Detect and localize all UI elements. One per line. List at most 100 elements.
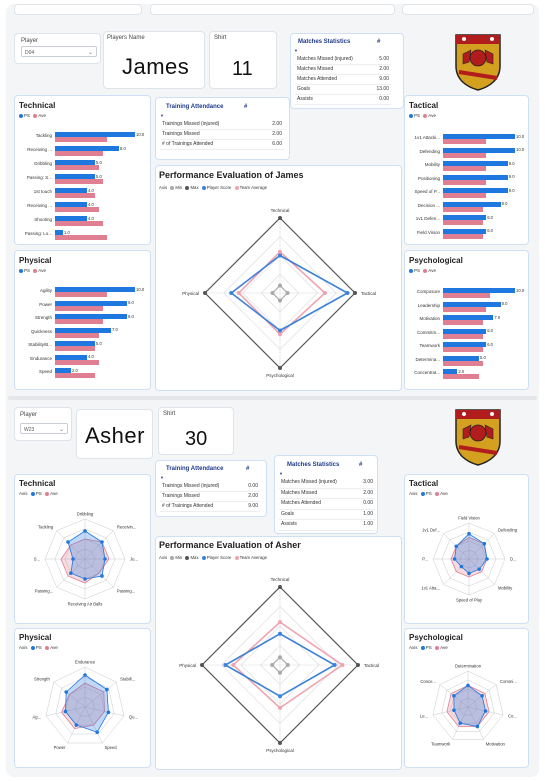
sort-arrow-icon[interactable]: ▼	[160, 475, 164, 480]
max-series-point[interactable]	[278, 366, 282, 370]
team-average-series-point[interactable]	[278, 620, 282, 625]
player-score-series-point[interactable]	[278, 328, 282, 333]
min-series-point[interactable]	[278, 670, 282, 675]
ps-bar[interactable]	[55, 354, 87, 360]
min-series-point[interactable]	[278, 298, 282, 303]
ps-bar[interactable]	[55, 174, 95, 179]
min-series-point[interactable]	[285, 663, 290, 667]
team-average-series-point[interactable]	[231, 663, 236, 667]
ps-point[interactable]	[83, 673, 87, 677]
ave-series[interactable]	[61, 682, 105, 730]
ave-bar[interactable]	[55, 221, 103, 226]
ps-point[interactable]	[105, 687, 109, 692]
ps-point[interactable]	[452, 557, 457, 561]
ave-bar[interactable]	[55, 346, 95, 351]
ave-bar[interactable]	[443, 333, 483, 339]
ave-bar[interactable]	[55, 193, 95, 198]
ps-point[interactable]	[66, 540, 70, 544]
ps-bar[interactable]	[55, 132, 135, 137]
ave-bar[interactable]	[55, 373, 95, 378]
ps-point[interactable]	[477, 567, 481, 571]
player-dropdown[interactable]: D04 ⌄	[21, 46, 97, 57]
ps-point[interactable]	[483, 709, 488, 713]
ave-bar[interactable]	[55, 292, 107, 297]
player-score-series-point[interactable]	[278, 631, 282, 636]
ps-bar[interactable]	[55, 202, 87, 207]
ps-point[interactable]	[485, 557, 489, 561]
ps-point[interactable]	[475, 724, 480, 729]
team-average-series-point[interactable]	[278, 249, 282, 254]
ps-point[interactable]	[74, 723, 79, 727]
ps-bar[interactable]	[443, 342, 487, 347]
ps-point[interactable]	[480, 693, 484, 698]
ps-bar[interactable]	[443, 315, 494, 320]
min-series-point[interactable]	[270, 291, 275, 295]
ps-point[interactable]	[71, 557, 75, 561]
ave-bar[interactable]	[55, 165, 99, 170]
team-average-series-point[interactable]	[278, 705, 282, 710]
ps-bar[interactable]	[443, 301, 501, 307]
ave-bar[interactable]	[443, 293, 490, 298]
ps-point[interactable]	[452, 708, 456, 713]
ps-series[interactable]	[65, 674, 109, 733]
ave-bar[interactable]	[443, 179, 487, 185]
player-score-series-point[interactable]	[278, 253, 282, 258]
ps-bar[interactable]	[443, 147, 515, 153]
ps-bar[interactable]	[55, 314, 127, 319]
team-average-series-point[interactable]	[236, 291, 241, 295]
ps-bar[interactable]	[443, 355, 479, 361]
max-series-point[interactable]	[200, 663, 204, 667]
max-series-point[interactable]	[356, 663, 360, 667]
ps-bar[interactable]	[443, 288, 515, 293]
ps-bar[interactable]	[443, 328, 487, 334]
ps-series[interactable]	[67, 530, 106, 580]
ave-series[interactable]	[60, 538, 110, 584]
ps-bar[interactable]	[55, 188, 87, 193]
ps-bar[interactable]	[55, 287, 135, 292]
max-series-point[interactable]	[353, 291, 357, 295]
ps-bar[interactable]	[55, 230, 63, 235]
player-score-series-point[interactable]	[345, 291, 350, 295]
min-series-point[interactable]	[278, 655, 282, 660]
ps-point[interactable]	[83, 529, 87, 533]
ave-bar[interactable]	[443, 374, 479, 379]
min-series-point[interactable]	[270, 663, 275, 667]
ps-bar[interactable]	[443, 188, 508, 193]
player-dropdown[interactable]: W23 ⌄	[20, 423, 68, 434]
team-average-series-point[interactable]	[323, 291, 327, 295]
max-series-point[interactable]	[278, 585, 282, 589]
ps-bar[interactable]	[443, 134, 515, 139]
ps-bar[interactable]	[443, 228, 487, 234]
ps-point[interactable]	[454, 544, 459, 549]
ps-bar[interactable]	[55, 327, 111, 333]
ps-bar[interactable]	[55, 368, 71, 373]
ps-bar[interactable]	[55, 160, 95, 165]
ps-bar[interactable]	[55, 216, 87, 221]
ave-bar[interactable]	[443, 220, 483, 225]
ave-bar[interactable]	[443, 233, 483, 239]
ave-bar[interactable]	[55, 179, 103, 184]
ave-bar[interactable]	[55, 235, 107, 240]
ave-bar[interactable]	[55, 137, 107, 142]
ave-bar[interactable]	[443, 193, 487, 198]
ps-bar[interactable]	[55, 146, 119, 151]
ave-bar[interactable]	[443, 306, 487, 312]
min-series-point[interactable]	[285, 291, 290, 295]
ave-bar[interactable]	[443, 206, 483, 212]
ps-point[interactable]	[103, 557, 107, 561]
ave-bar[interactable]	[55, 332, 99, 338]
ps-bar[interactable]	[55, 300, 127, 306]
player-score-series-point[interactable]	[223, 663, 228, 667]
team-average-series-point[interactable]	[340, 663, 345, 667]
ps-point[interactable]	[64, 690, 69, 694]
ave-bar[interactable]	[443, 166, 487, 171]
ps-bar[interactable]	[443, 174, 508, 180]
player-score-series-point[interactable]	[278, 694, 282, 699]
ave-bar[interactable]	[55, 151, 103, 156]
ave-bar[interactable]	[55, 359, 99, 365]
ave-bar[interactable]	[443, 139, 487, 144]
max-series-point[interactable]	[278, 216, 282, 220]
sort-arrow-icon[interactable]: ▼	[160, 113, 164, 118]
ave-bar[interactable]	[443, 320, 483, 325]
ps-point[interactable]	[467, 532, 471, 536]
